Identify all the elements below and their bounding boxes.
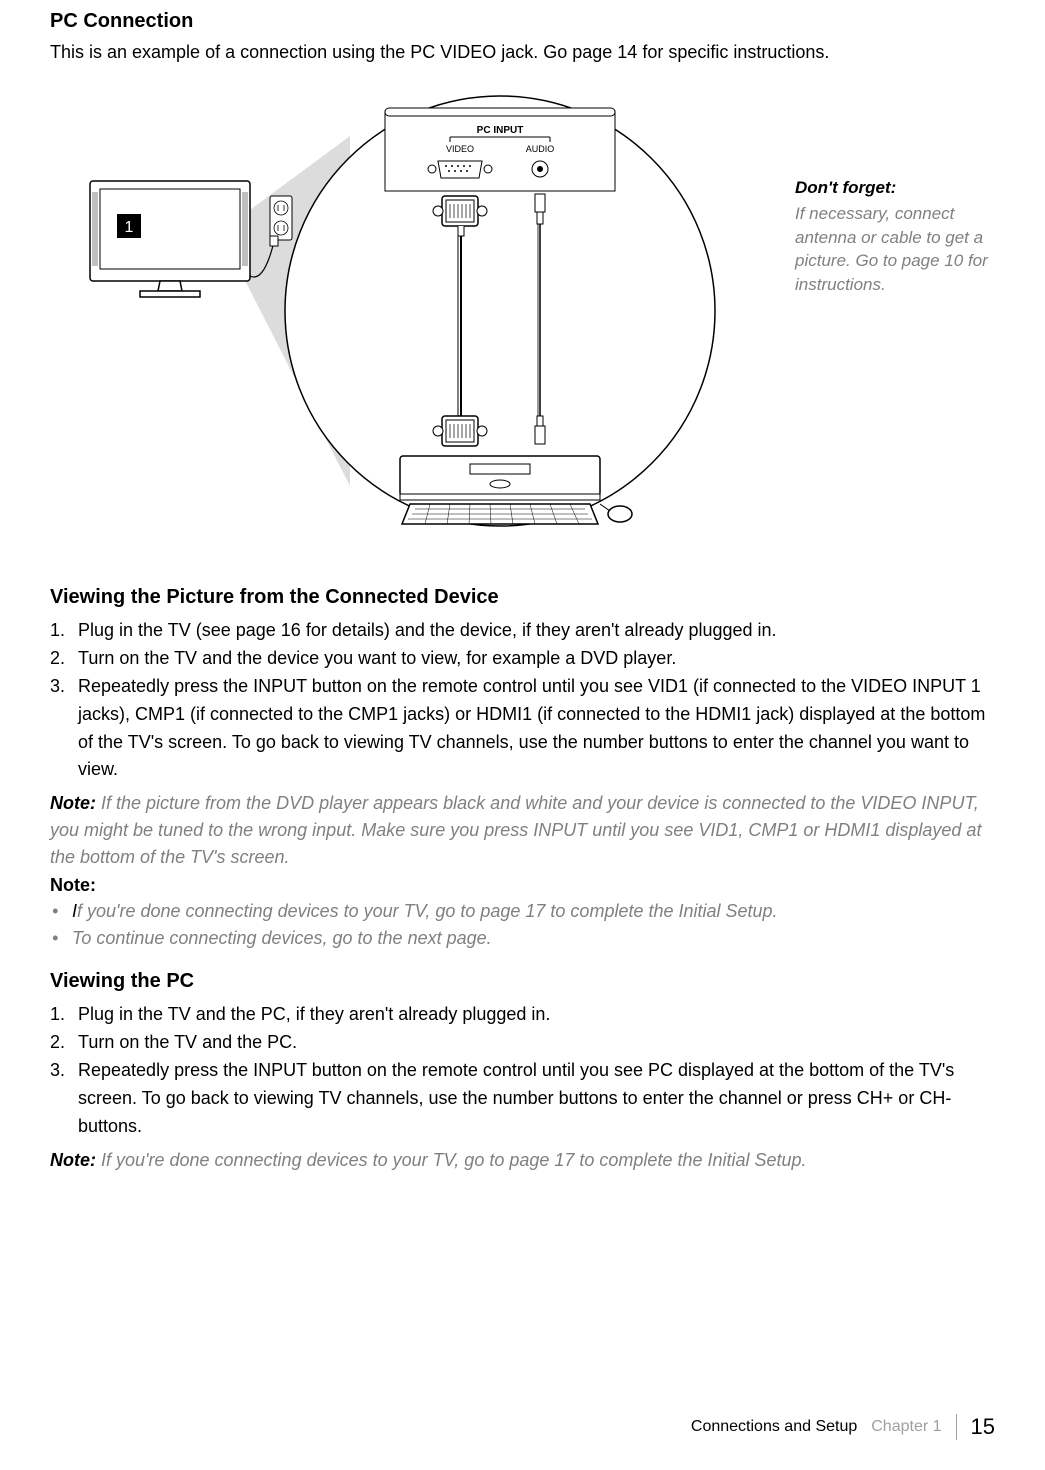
list-item: To continue connecting devices, go to th…: [50, 925, 995, 952]
section1-heading: Viewing the Picture from the Connected D…: [50, 586, 995, 609]
section2-note: Note: If you're done connecting devices …: [50, 1147, 995, 1174]
list-item: 2.Turn on the TV and the device you want…: [50, 645, 995, 673]
pc-input-label: PC INPUT: [477, 125, 524, 136]
footer-section: Connections and Setup: [691, 1418, 857, 1436]
footer-divider: [956, 1414, 957, 1440]
section2-steps: 1.Plug in the TV and the PC, if they are…: [50, 1001, 995, 1140]
note-label: Note:: [50, 793, 96, 813]
section2-heading: Viewing the PC: [50, 970, 995, 993]
video-label: VIDEO: [446, 144, 474, 154]
list-item: 1.Plug in the TV and the PC, if they are…: [50, 1001, 995, 1029]
callout-box: Don't forget: If necessary, connect ante…: [795, 176, 1015, 297]
monitor-badge: 1: [125, 219, 134, 236]
list-item: 1.Plug in the TV (see page 16 for detail…: [50, 617, 995, 645]
list-item: 3.Repeatedly press the INPUT button on t…: [50, 673, 995, 785]
page-title: PC Connection: [50, 10, 995, 33]
audio-label: AUDIO: [526, 144, 555, 154]
section1-bullets: If you're done connecting devices to you…: [50, 898, 995, 952]
callout-title: Don't forget:: [795, 176, 1015, 200]
section1-note2-label: Note:: [50, 875, 995, 896]
intro-paragraph: This is an example of a connection using…: [50, 39, 995, 66]
footer-page-number: 15: [971, 1414, 995, 1440]
list-item: If you're done connecting devices to you…: [50, 898, 995, 925]
section1-note1: Note: If the picture from the DVD player…: [50, 790, 995, 871]
list-item: 3.Repeatedly press the INPUT button on t…: [50, 1057, 995, 1141]
callout-text: If necessary, connect antenna or cable t…: [795, 202, 1015, 297]
connection-diagram: PC INPUT VIDEO AUDIO: [50, 86, 995, 546]
note-text: If the picture from the DVD player appea…: [50, 793, 981, 867]
note-label: Note:: [50, 1150, 96, 1170]
page-footer: Connections and Setup Chapter 1 15: [691, 1414, 995, 1440]
note-text: If you're done connecting devices to you…: [96, 1150, 807, 1170]
section1-steps: 1.Plug in the TV (see page 16 for detail…: [50, 617, 995, 784]
diagram-illustration: PC INPUT VIDEO AUDIO: [50, 86, 790, 546]
list-item: 2.Turn on the TV and the PC.: [50, 1029, 995, 1057]
footer-chapter: Chapter 1: [871, 1418, 941, 1436]
